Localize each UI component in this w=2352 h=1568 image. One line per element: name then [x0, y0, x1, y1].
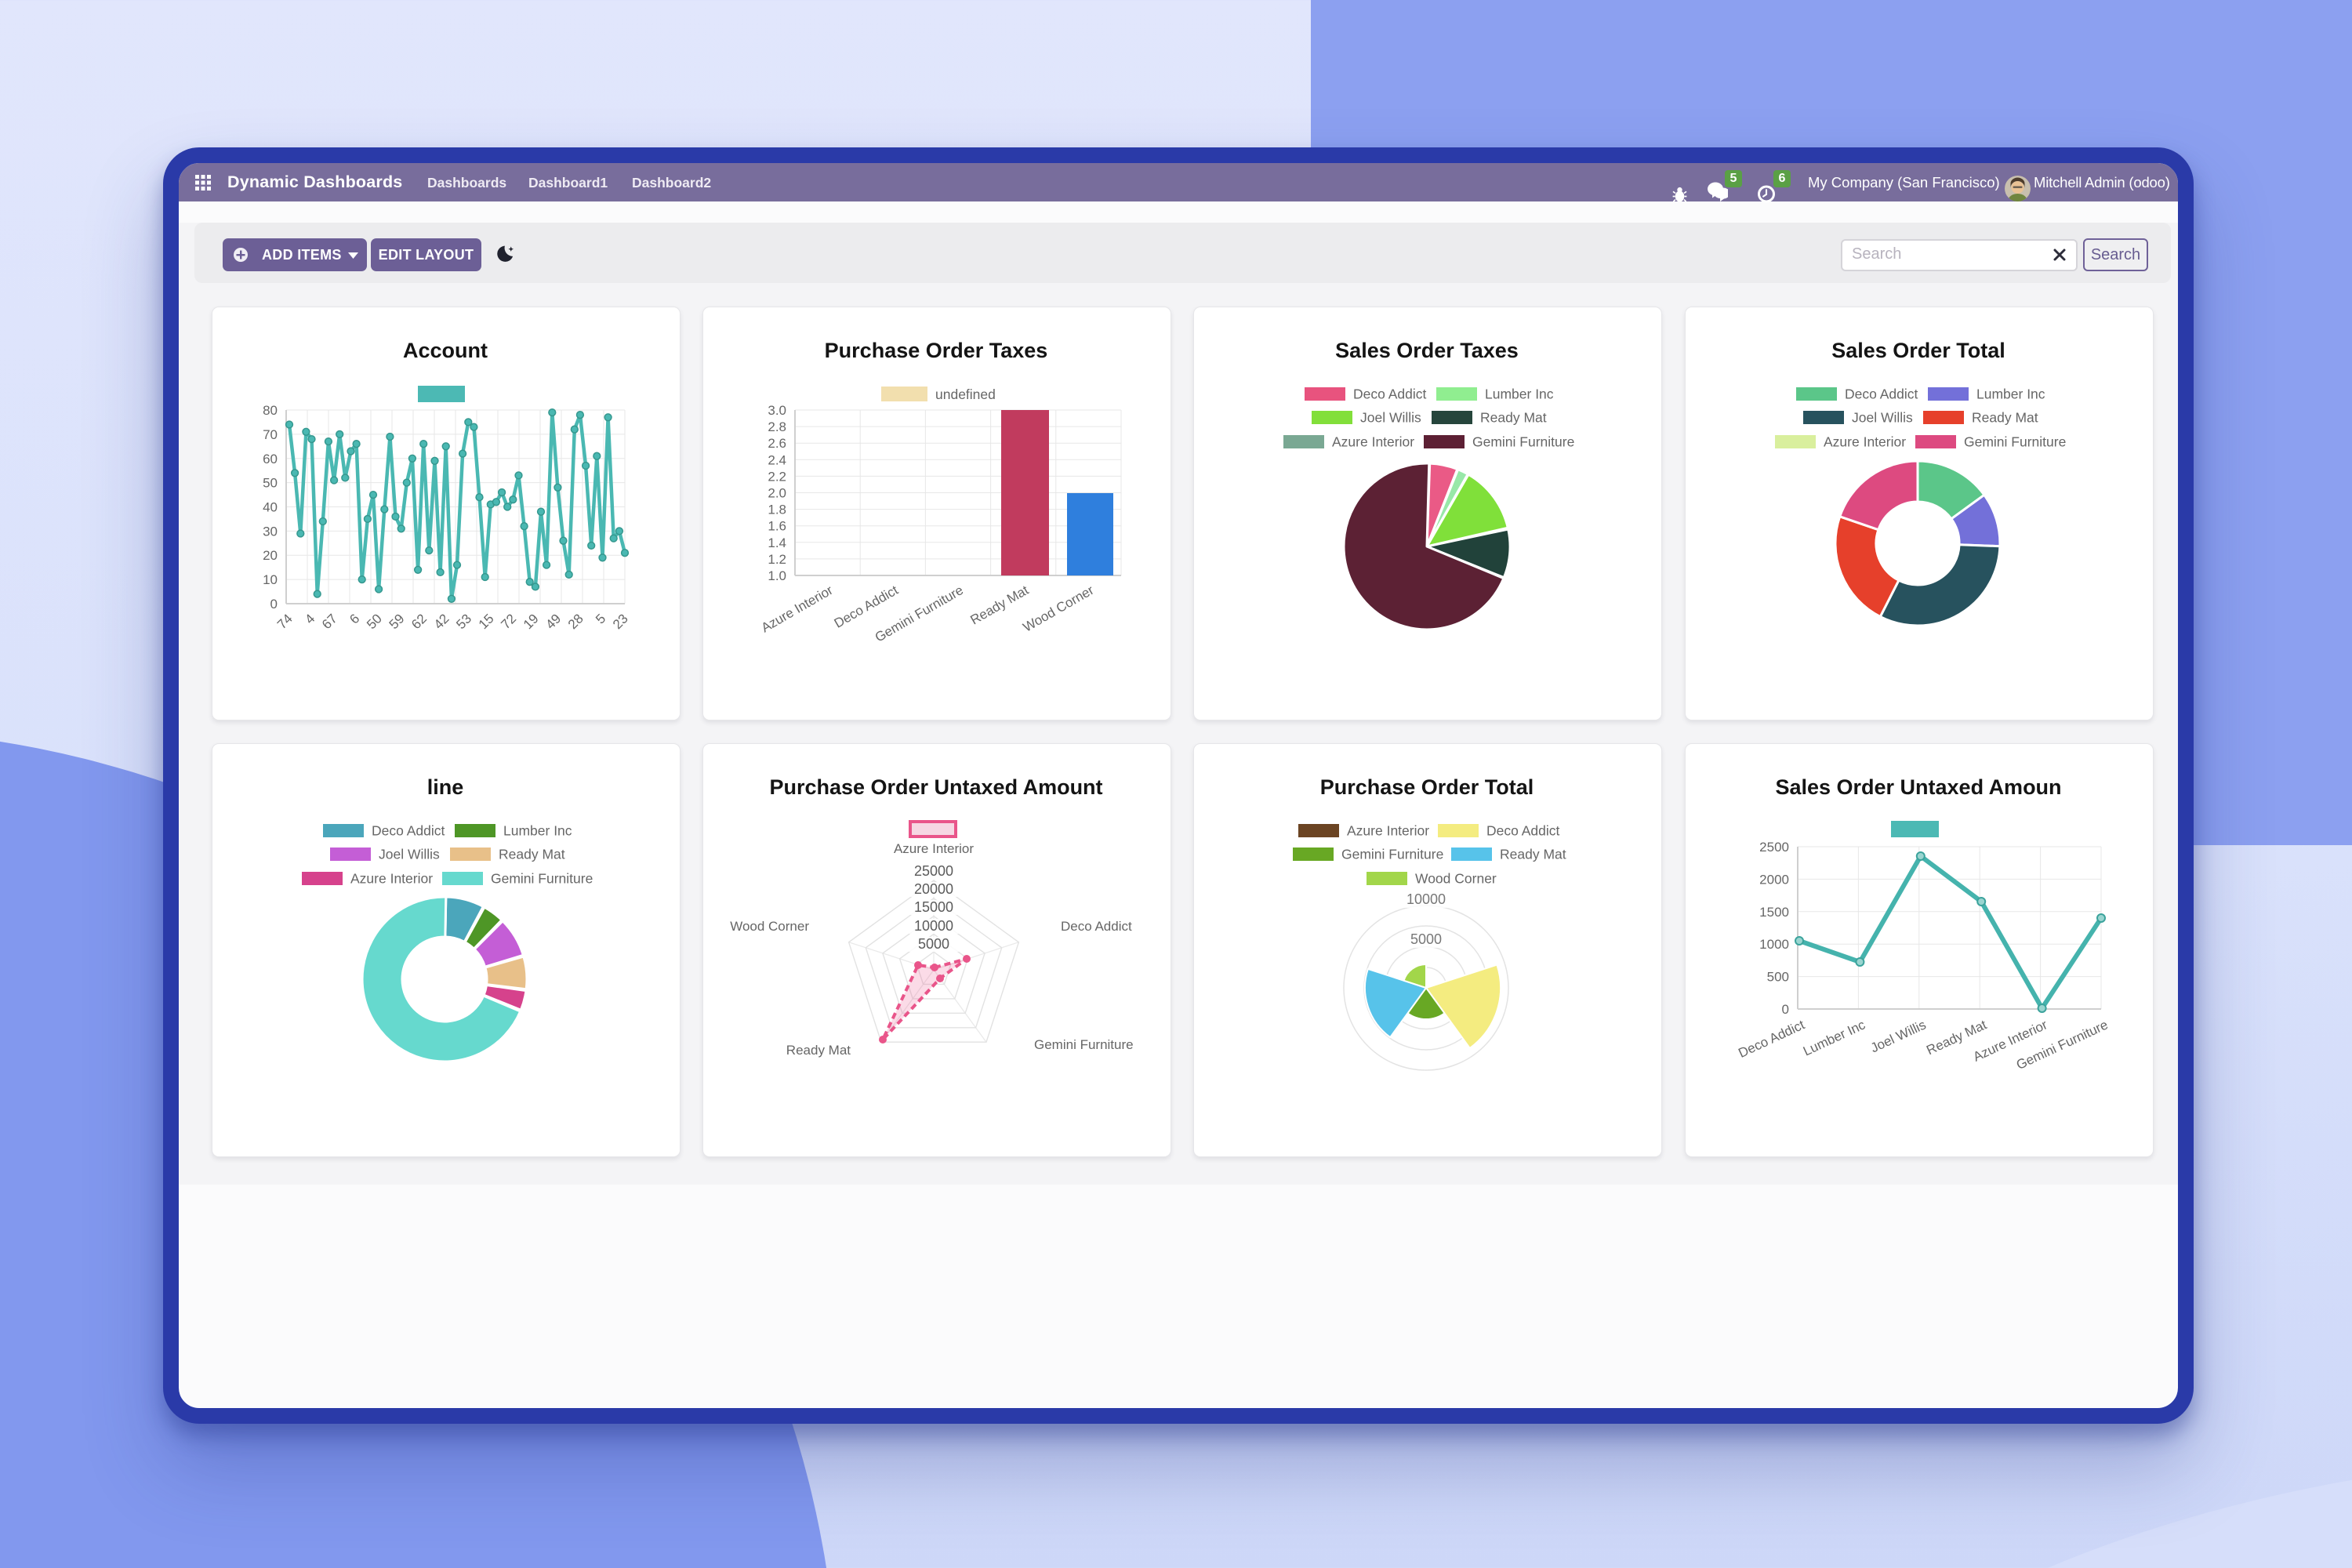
svg-text:1000: 1000	[1759, 937, 1789, 952]
svg-text:Deco Addict: Deco Addict	[1061, 919, 1132, 934]
svg-text:74: 74	[274, 611, 296, 632]
svg-text:Wood Corner: Wood Corner	[1021, 583, 1097, 635]
svg-text:6: 6	[347, 611, 362, 626]
svg-text:42: 42	[431, 611, 452, 632]
svg-text:500: 500	[1767, 970, 1789, 985]
svg-text:Ready Mat: Ready Mat	[1972, 410, 2038, 426]
svg-text:Lumber Inc: Lumber Inc	[503, 823, 572, 839]
svg-text:20000: 20000	[914, 881, 953, 897]
svg-text:Joel Willis: Joel Willis	[1360, 410, 1421, 426]
svg-text:Ready Mat: Ready Mat	[1480, 410, 1547, 426]
svg-text:Joel Willis: Joel Willis	[1852, 410, 1913, 426]
svg-text:1.8: 1.8	[768, 503, 786, 517]
svg-text:19: 19	[521, 611, 542, 632]
svg-text:2.2: 2.2	[768, 469, 786, 484]
svg-text:60: 60	[263, 452, 278, 466]
svg-text:undefined: undefined	[935, 387, 996, 402]
svg-text:Sales Order Taxes: Sales Order Taxes	[1335, 339, 1519, 362]
svg-text:2500: 2500	[1759, 840, 1789, 855]
svg-text:49: 49	[543, 611, 564, 632]
svg-text:3.0: 3.0	[768, 403, 786, 418]
svg-text:Lumber Inc: Lumber Inc	[1801, 1017, 1868, 1058]
svg-text:1500: 1500	[1759, 905, 1789, 920]
svg-text:5000: 5000	[918, 936, 949, 952]
svg-text:2000: 2000	[1759, 872, 1789, 887]
svg-text:Deco Addict: Deco Addict	[1736, 1017, 1807, 1061]
svg-text:Azure Interior: Azure Interior	[1332, 434, 1414, 450]
svg-text:Azure Interior: Azure Interior	[1824, 434, 1906, 450]
svg-text:Azure Interior: Azure Interior	[1347, 823, 1429, 839]
svg-text:Azure Interior: Azure Interior	[894, 841, 974, 856]
svg-text:2.8: 2.8	[768, 419, 786, 434]
svg-text:28: 28	[565, 611, 586, 632]
svg-text:25000: 25000	[914, 863, 953, 879]
svg-text:Sales Order Total: Sales Order Total	[1831, 339, 2005, 362]
svg-text:40: 40	[263, 500, 278, 515]
svg-text:Purchase Order Taxes: Purchase Order Taxes	[825, 339, 1048, 362]
svg-text:Joel Willis: Joel Willis	[379, 847, 440, 862]
svg-text:50: 50	[263, 476, 278, 491]
svg-text:10000: 10000	[1406, 891, 1446, 907]
svg-text:62: 62	[408, 611, 430, 632]
svg-text:72: 72	[498, 611, 519, 632]
svg-text:Purchase Order Total: Purchase Order Total	[1320, 775, 1534, 799]
svg-text:Deco Addict: Deco Addict	[1353, 387, 1427, 402]
svg-text:2.0: 2.0	[768, 486, 786, 501]
svg-text:70: 70	[263, 427, 278, 442]
svg-text:23: 23	[610, 611, 631, 632]
svg-text:10000: 10000	[914, 918, 953, 934]
svg-text:Ready Mat: Ready Mat	[1500, 847, 1566, 862]
svg-text:Deco Addict: Deco Addict	[1845, 387, 1918, 402]
svg-text:0: 0	[1782, 1002, 1789, 1017]
svg-text:Gemini Furniture: Gemini Furniture	[1964, 434, 2066, 450]
svg-text:5: 5	[593, 611, 608, 626]
svg-text:Deco Addict: Deco Addict	[372, 823, 445, 839]
svg-text:Azure Interior: Azure Interior	[350, 871, 433, 887]
svg-text:20: 20	[263, 548, 278, 563]
svg-text:59: 59	[387, 611, 408, 632]
svg-text:Gemini Furniture: Gemini Furniture	[491, 871, 593, 887]
svg-text:Wood Corner: Wood Corner	[730, 919, 809, 934]
svg-text:Azure Interior: Azure Interior	[759, 583, 836, 636]
svg-text:line: line	[427, 775, 464, 799]
svg-text:1.2: 1.2	[768, 552, 786, 567]
svg-text:Lumber Inc: Lumber Inc	[1485, 387, 1554, 402]
svg-text:Ready Mat: Ready Mat	[786, 1043, 851, 1058]
svg-text:30: 30	[263, 524, 278, 539]
svg-text:2.4: 2.4	[768, 452, 786, 467]
svg-text:10: 10	[263, 572, 278, 587]
svg-text:80: 80	[263, 403, 278, 418]
svg-text:Lumber Inc: Lumber Inc	[1976, 387, 2045, 402]
svg-text:53: 53	[453, 611, 474, 632]
svg-text:Sales Order Untaxed Amoun: Sales Order Untaxed Amoun	[1775, 775, 2061, 799]
svg-text:Deco Addict: Deco Addict	[1486, 823, 1560, 839]
svg-text:1.4: 1.4	[768, 535, 786, 550]
svg-text:0: 0	[270, 597, 278, 612]
svg-text:Ready Mat: Ready Mat	[499, 847, 565, 862]
svg-text:5000: 5000	[1410, 931, 1442, 947]
svg-text:2.6: 2.6	[768, 436, 786, 451]
svg-text:Purchase Order Untaxed Amount: Purchase Order Untaxed Amount	[769, 775, 1102, 799]
svg-text:Wood Corner: Wood Corner	[1415, 871, 1497, 887]
svg-text:Joel Willis: Joel Willis	[1868, 1017, 1929, 1055]
svg-text:50: 50	[364, 611, 385, 632]
svg-text:1.6: 1.6	[768, 519, 786, 534]
svg-text:15: 15	[476, 611, 497, 632]
svg-text:Gemini Furniture: Gemini Furniture	[1341, 847, 1443, 862]
svg-text:Account: Account	[403, 339, 488, 362]
svg-text:Gemini Furniture: Gemini Furniture	[1472, 434, 1574, 450]
svg-text:Gemini Furniture: Gemini Furniture	[1034, 1037, 1134, 1052]
svg-text:1.0: 1.0	[768, 568, 786, 583]
svg-text:67: 67	[319, 611, 340, 632]
svg-text:15000: 15000	[914, 899, 953, 915]
svg-text:4: 4	[302, 611, 318, 626]
